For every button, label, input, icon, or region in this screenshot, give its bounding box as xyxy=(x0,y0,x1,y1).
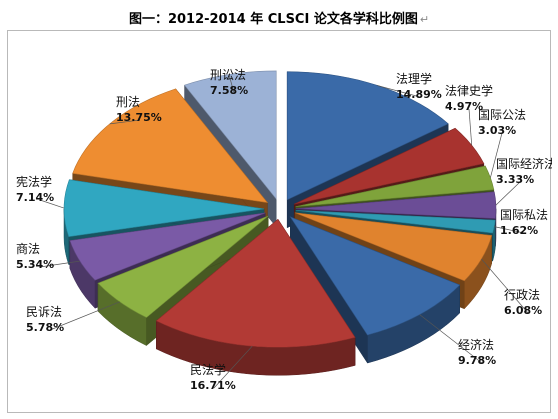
slice-label-8: 民法学 xyxy=(190,362,226,377)
chart-title: 图一：2012-2014 年 CLSCI 论文各学科比例图 ↵ xyxy=(0,8,558,27)
slice-label-7: 经济法 xyxy=(458,337,494,352)
plot-area-frame: 法理学 14.89% 法律史学 4.97% 国际公法 3.03% 国际经济法 3.33% 国际私… xyxy=(7,30,552,413)
pie-slice-1 xyxy=(286,71,449,201)
leader-line xyxy=(419,314,483,364)
pie-slice-9 xyxy=(97,215,269,318)
slice-label-2: 法律史学 xyxy=(445,83,493,98)
leader-line xyxy=(495,181,521,206)
pie-slice-10 xyxy=(69,212,266,281)
slice-value-8: 16.71% xyxy=(190,379,236,392)
slice-label-3: 国际公法 xyxy=(478,108,526,122)
slice-value-11: 7.14% xyxy=(16,191,54,204)
pie-slice-4 xyxy=(295,191,497,219)
leader-line xyxy=(39,199,65,209)
slice-label-5: 国际私法 xyxy=(500,208,548,222)
slice-value-3: 3.03% xyxy=(478,124,516,137)
slice-label-9: 民诉法 xyxy=(26,305,62,319)
slice-value-12: 13.75% xyxy=(116,111,162,124)
leader-line xyxy=(494,226,525,234)
pie-top-faces xyxy=(63,70,497,348)
pie-slice-3 xyxy=(295,165,495,207)
slice-value-10: 5.34% xyxy=(16,258,54,271)
pie-slice-11 xyxy=(63,179,265,237)
slice-label-11: 宪法学 xyxy=(16,174,52,189)
leader-line xyxy=(490,132,503,178)
leader-line xyxy=(228,74,235,94)
return-mark: ↵ xyxy=(419,13,430,26)
slice-label-6: 行政法 xyxy=(504,288,540,302)
leader-line xyxy=(481,258,529,314)
leader-line xyxy=(213,345,253,389)
slice-value-2: 4.97% xyxy=(445,100,483,113)
slice-value-5: 1.62% xyxy=(500,224,538,237)
slice-label-12: 刑法 xyxy=(116,95,140,109)
slice-label-10: 商法 xyxy=(16,241,40,256)
leader-line xyxy=(49,301,120,331)
pie-chart-svg: 法理学 14.89% 法律史学 4.97%国际公法 3.03% 国际经济法 3.33% 国际私… xyxy=(16,68,552,392)
slice-label-13: 刑讼法 xyxy=(210,68,246,82)
leader-line xyxy=(468,108,473,146)
leader-line xyxy=(109,119,141,125)
slice-value-9: 5.78% xyxy=(26,321,64,334)
slice-label-4: 国际经济法 xyxy=(496,156,552,171)
slice-value-1: 14.89% xyxy=(396,88,442,101)
pie-labels: 法理学 14.89% 法律史学 4.97%国际公法 3.03% 国际经济法 3.33% 国际私… xyxy=(16,68,552,392)
leader-line xyxy=(39,260,80,268)
leader-line xyxy=(377,85,421,98)
slice-value-13: 7.58% xyxy=(210,84,248,97)
slice-label-1: 法理学 xyxy=(396,71,432,86)
slice-value-4: 3.33% xyxy=(496,173,534,186)
pie-slice-7 xyxy=(289,216,461,336)
slice-value-7: 9.78% xyxy=(458,354,496,367)
slice-value-6: 6.08% xyxy=(504,304,542,317)
chart-title-text: 图一：2012-2014 年 CLSCI 论文各学科比例图 xyxy=(128,12,418,27)
